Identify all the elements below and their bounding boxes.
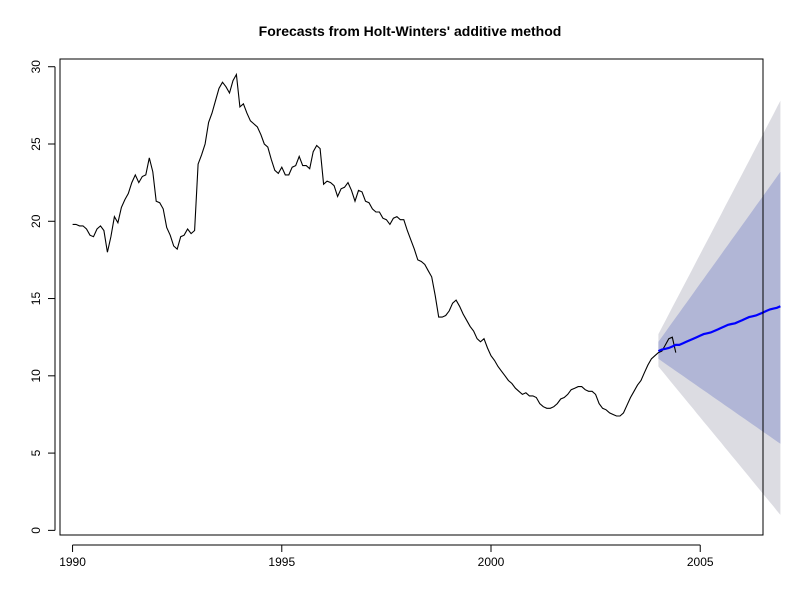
y-tick-label: 0 bbox=[29, 527, 43, 534]
x-tick-label: 2005 bbox=[687, 555, 714, 569]
forecast-series bbox=[657, 305, 781, 353]
prediction-intervals bbox=[658, 100, 781, 515]
x-tick-label: 1990 bbox=[59, 555, 86, 569]
chart-title: Forecasts from Holt-Winters' additive me… bbox=[259, 23, 562, 39]
y-tick-label: 25 bbox=[29, 137, 43, 151]
x-tick-label: 2000 bbox=[478, 555, 505, 569]
x-axis: 1990 1995 2000 2005 bbox=[59, 544, 714, 569]
y-tick-label: 15 bbox=[29, 292, 43, 306]
forecast-mean-line bbox=[657, 305, 781, 353]
observed-line bbox=[72, 72, 677, 417]
y-tick-label: 5 bbox=[29, 449, 43, 456]
y-axis: 0 5 10 15 20 25 30 bbox=[29, 60, 56, 534]
plot-area-border bbox=[59, 58, 764, 536]
y-tick-label: 20 bbox=[29, 214, 43, 228]
observed-series bbox=[72, 72, 677, 417]
band-80 bbox=[658, 171, 781, 444]
y-tick-label: 10 bbox=[29, 369, 43, 383]
x-tick-label: 1995 bbox=[268, 555, 295, 569]
y-tick-label: 30 bbox=[29, 60, 43, 74]
